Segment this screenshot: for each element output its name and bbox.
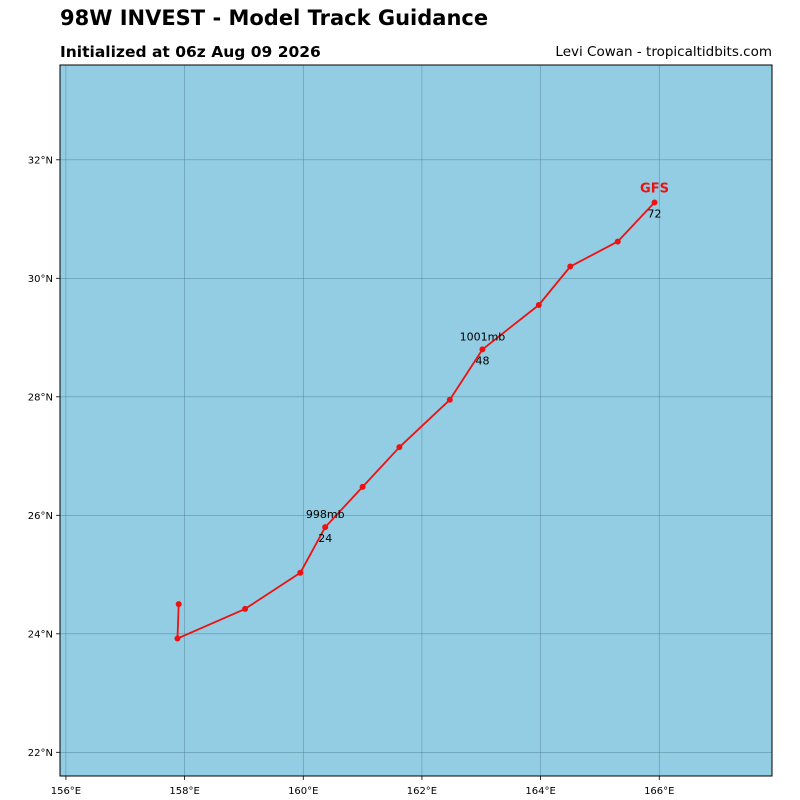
- track-point: [651, 199, 658, 206]
- y-tick-label: 24°N: [28, 629, 53, 640]
- track-point: [175, 601, 182, 608]
- model-name-label: GFS: [640, 181, 669, 196]
- track-point: [297, 569, 304, 576]
- x-tick-label: 160°E: [288, 786, 318, 797]
- y-tick-label: 30°N: [28, 274, 53, 285]
- y-tick-label: 32°N: [28, 155, 53, 166]
- track-point: [567, 263, 574, 270]
- ocean-background: [60, 65, 772, 776]
- x-tick-label: 166°E: [644, 786, 674, 797]
- credit-text: Levi Cowan - tropicaltidbits.com: [555, 44, 772, 60]
- track-point: [174, 635, 181, 642]
- y-tick-label: 26°N: [28, 511, 53, 522]
- track-point: [535, 301, 542, 308]
- chart-title: 98W INVEST - Model Track Guidance: [60, 6, 489, 30]
- plot-frame: [59, 64, 773, 777]
- track-point: [446, 396, 453, 403]
- y-tick-label: 28°N: [28, 392, 53, 403]
- axis-ticks: 156°E 158°E 160°E 162°E 164°E 166°E 22°N 24°N 26…: [28, 155, 675, 797]
- pressure-label: 998mb: [306, 508, 345, 521]
- x-tick-label: 164°E: [525, 786, 555, 797]
- grid-lines: [60, 65, 772, 776]
- track-point: [359, 483, 366, 490]
- track-point: [479, 346, 486, 353]
- forecast-hour-label: 24: [318, 532, 332, 545]
- track-point: [614, 238, 621, 245]
- pressure-label: 1001mb: [460, 330, 506, 343]
- y-tick-label: 22°N: [28, 748, 53, 759]
- track-point: [322, 524, 329, 531]
- forecast-hour-label: 48: [475, 354, 489, 367]
- x-tick-label: 156°E: [51, 786, 81, 797]
- x-tick-label: 162°E: [407, 786, 437, 797]
- track-point: [396, 444, 403, 451]
- forecast-hour-label: 72: [648, 207, 662, 220]
- chart-subtitle: Initialized at 06z Aug 09 2026: [60, 43, 321, 61]
- track-layer: 998mb 24 1001mb 48 72 GFS: [174, 181, 669, 642]
- track-point: [242, 605, 249, 612]
- x-tick-label: 158°E: [169, 786, 199, 797]
